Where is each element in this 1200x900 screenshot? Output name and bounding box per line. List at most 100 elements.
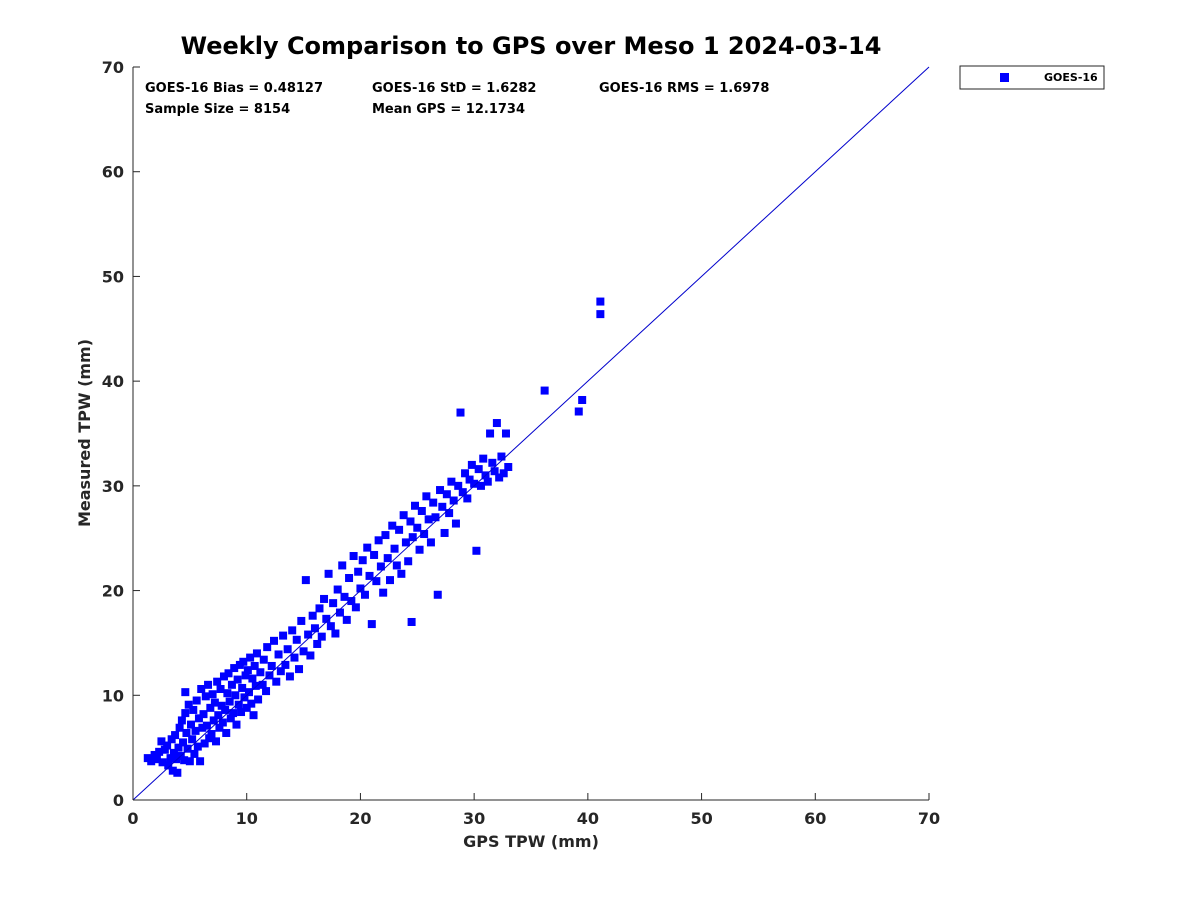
data-point-139 [367, 620, 376, 629]
data-point-125 [335, 608, 344, 617]
data-point-101 [281, 660, 290, 669]
data-point-66 [229, 709, 238, 718]
data-point-74 [238, 683, 247, 692]
y-ticks: 0 10 20 30 40 50 60 70 [102, 58, 140, 810]
data-point-189 [479, 454, 488, 463]
data-point-182 [463, 494, 472, 503]
x-ticks: 0 10 20 30 40 50 60 70 [127, 793, 940, 828]
data-point-48 [208, 690, 217, 699]
data-point-24 [181, 688, 190, 697]
data-point-39 [198, 723, 207, 732]
data-point-173 [442, 490, 451, 499]
data-point-175 [447, 477, 456, 486]
data-point-128 [342, 615, 351, 624]
data-point-110 [301, 576, 310, 585]
data-point-33 [191, 726, 200, 735]
data-point-200 [504, 463, 513, 472]
data-point-155 [404, 557, 413, 566]
data-point-121 [326, 622, 335, 631]
data-point-170 [436, 486, 445, 495]
data-point-44 [204, 680, 213, 689]
data-point-85 [250, 661, 259, 670]
one-to-one-line [132, 66, 930, 801]
data-point-169 [433, 590, 442, 599]
x-tick-label-10: 10 [236, 809, 258, 828]
data-point-87 [252, 649, 261, 658]
data-point-94 [265, 671, 274, 680]
data-point-116 [315, 604, 324, 613]
data-point-47 [207, 730, 216, 739]
chart-title: Weekly Comparison to GPS over Meso 1 202… [181, 32, 882, 60]
data-point-6 [158, 758, 167, 767]
data-point-186 [472, 546, 481, 555]
data-point-102 [283, 645, 292, 654]
data-point-130 [347, 597, 356, 606]
y-tick-label-20: 20 [102, 582, 124, 601]
data-point-99 [276, 667, 285, 676]
data-point-204 [596, 297, 605, 306]
data-point-109 [299, 647, 308, 656]
data-point-124 [333, 585, 342, 594]
data-point-193 [488, 458, 497, 467]
data-point-50 [210, 698, 219, 707]
data-point-5 [157, 737, 166, 746]
data-point-2 [150, 750, 159, 759]
data-point-112 [306, 651, 315, 660]
data-point-176 [449, 496, 458, 505]
data-point-163 [420, 530, 429, 539]
data-point-83 [248, 674, 257, 683]
x-tick-label-40: 40 [577, 809, 599, 828]
data-point-123 [331, 629, 340, 638]
data-point-7 [160, 745, 169, 754]
data-point-60 [222, 728, 231, 737]
data-point-197 [497, 452, 506, 461]
data-point-172 [440, 528, 449, 537]
data-point-120 [324, 569, 333, 578]
data-point-26 [183, 744, 192, 753]
data-point-105 [290, 653, 299, 662]
data-point-106 [292, 635, 301, 644]
data-point-146 [383, 554, 392, 563]
stat-sample-size: Sample Size = 8154 [145, 102, 290, 117]
data-point-167 [429, 498, 438, 507]
data-point-97 [272, 677, 281, 686]
data-point-131 [349, 552, 358, 561]
data-point-184 [467, 460, 476, 469]
data-point-115 [313, 639, 322, 648]
data-point-140 [370, 550, 379, 559]
data-point-194 [490, 467, 499, 476]
data-point-21 [179, 738, 188, 747]
data-point-46 [206, 703, 215, 712]
data-point-161 [415, 545, 424, 554]
data-point-177 [451, 519, 460, 528]
y-tick-label-10: 10 [102, 686, 124, 705]
data-point-195 [492, 419, 501, 428]
data-point-65 [227, 680, 236, 689]
data-point-185 [470, 479, 479, 488]
axes [132, 67, 929, 801]
x-tick-label-0: 0 [127, 809, 138, 828]
x-tick-label-50: 50 [690, 809, 712, 828]
data-point-16 [173, 768, 182, 777]
legend: GOES-16 [959, 65, 1105, 90]
data-point-187 [474, 465, 483, 474]
data-point-31 [189, 705, 198, 714]
data-point-22 [180, 756, 189, 765]
data-point-166 [426, 538, 435, 547]
data-point-92 [262, 687, 271, 696]
y-tick-label-30: 30 [102, 477, 124, 496]
data-point-114 [310, 624, 319, 633]
data-point-198 [499, 469, 508, 478]
data-point-127 [340, 592, 349, 601]
data-point-91 [259, 655, 268, 664]
data-point-54 [215, 723, 224, 732]
data-point-1 [147, 757, 156, 766]
data-point-69 [232, 720, 241, 729]
data-point-129 [345, 574, 354, 583]
data-point-23 [181, 709, 190, 718]
y-tick-label-70: 70 [102, 58, 124, 77]
data-point-145 [381, 531, 390, 540]
data-point-148 [388, 521, 397, 530]
data-point-67 [230, 664, 239, 673]
data-point-179 [456, 408, 465, 417]
